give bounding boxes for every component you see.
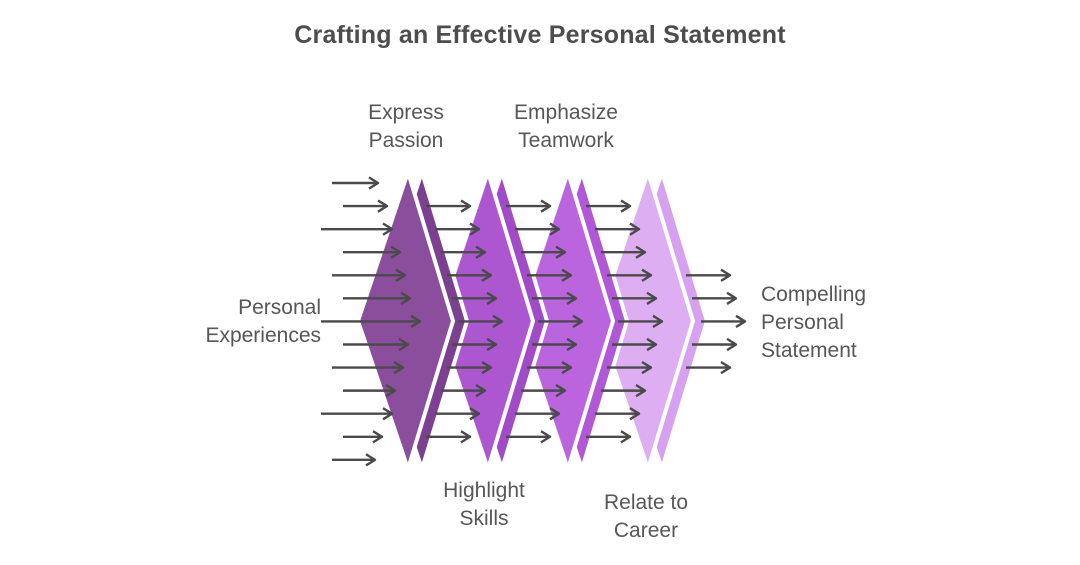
flow-arrow <box>686 268 732 282</box>
flow-arrow <box>343 337 410 352</box>
flow-arrow <box>435 222 481 236</box>
flow-arrow <box>441 245 487 259</box>
output-label: Compelling Personal Statement <box>761 281 866 365</box>
stage-label-line: Relate to <box>603 491 689 514</box>
flow-arrow <box>343 384 397 398</box>
flow-arrow <box>458 314 504 329</box>
flow-arrow <box>618 314 664 329</box>
flow-arrow <box>321 314 422 329</box>
flow-arrow <box>452 337 498 352</box>
flow-arrow <box>435 407 481 421</box>
input-arrows <box>321 176 422 467</box>
flow-arrow <box>595 407 641 421</box>
flow-arrow <box>595 222 641 236</box>
output-label-line: Compelling <box>761 283 867 306</box>
stage-label-highlight-skills: Highlight Skills <box>443 477 525 533</box>
stage-label-line: Career <box>613 519 679 542</box>
flow-arrow <box>692 291 738 305</box>
flow-arrow <box>692 337 738 352</box>
flow-arrow <box>343 199 389 213</box>
flow-arrow <box>426 199 472 213</box>
flow-arrow <box>343 291 412 305</box>
stage-label-express-passion: Express Passion <box>368 99 444 155</box>
flow-arrow <box>686 360 732 375</box>
flow-arrow <box>701 314 747 329</box>
stage-label-relate-to-career: Relate to Career <box>604 489 688 545</box>
flow-arrow <box>343 245 402 259</box>
flow-arrow <box>527 268 573 282</box>
stage-label-line: Express <box>368 101 444 124</box>
flow-arrow <box>538 314 584 329</box>
stage-4-arrows <box>586 199 664 444</box>
flow-arrow <box>332 360 405 375</box>
flow-arrow <box>426 430 472 444</box>
flow-arrow <box>343 430 384 444</box>
flow-arrow <box>532 337 578 352</box>
flow-arrow <box>586 199 632 213</box>
flow-arrow <box>447 268 493 282</box>
flow-arrow <box>521 245 567 259</box>
flow-arrow <box>521 384 567 398</box>
output-arrows <box>686 268 747 375</box>
stage-label-line: Skills <box>459 507 509 530</box>
flow-arrow <box>612 337 658 352</box>
flow-arrow <box>607 360 653 375</box>
flow-arrow <box>506 430 552 444</box>
flow-arrow <box>612 291 658 305</box>
output-label-line: Personal <box>761 311 844 334</box>
stage-label-emphasize-teamwork: Emphasize Teamwork <box>514 99 618 155</box>
flow-arrow <box>527 360 573 375</box>
stage-2-arrows <box>426 199 504 444</box>
flow-arrow <box>447 360 493 375</box>
flow-arrow <box>321 222 394 236</box>
input-label: Personal Experiences <box>205 294 321 350</box>
flow-arrow <box>515 222 561 236</box>
stage-3-arrows <box>506 199 584 444</box>
flow-arrow <box>452 291 498 305</box>
input-label-line: Experiences <box>205 324 321 347</box>
flow-arrow <box>515 407 561 421</box>
stage-label-line: Highlight <box>443 479 525 502</box>
flow-arrow <box>441 384 487 398</box>
flow-arrow <box>532 291 578 305</box>
output-label-line: Statement <box>761 339 857 362</box>
flow-arrow <box>601 245 647 259</box>
flow-arrow <box>321 407 394 421</box>
flow-arrow <box>332 453 377 467</box>
flow-arrow <box>506 199 552 213</box>
flow-arrow <box>586 430 632 444</box>
stage-label-line: Emphasize <box>514 101 618 124</box>
stage-label-line: Teamwork <box>518 129 614 152</box>
stage-label-line: Passion <box>368 129 444 152</box>
input-label-line: Personal <box>238 296 321 319</box>
page-title: Crafting an Effective Personal Statement <box>294 21 786 49</box>
flow-arrow <box>601 384 647 398</box>
flow-arrow <box>332 268 407 282</box>
flow-arrow <box>332 176 380 190</box>
flow-arrow <box>607 268 653 282</box>
